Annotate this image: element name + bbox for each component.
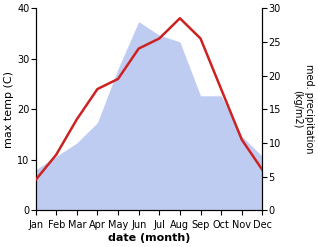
Y-axis label: med. precipitation
(kg/m2): med. precipitation (kg/m2) bbox=[292, 64, 314, 154]
Y-axis label: max temp (C): max temp (C) bbox=[4, 71, 14, 148]
X-axis label: date (month): date (month) bbox=[108, 233, 190, 243]
